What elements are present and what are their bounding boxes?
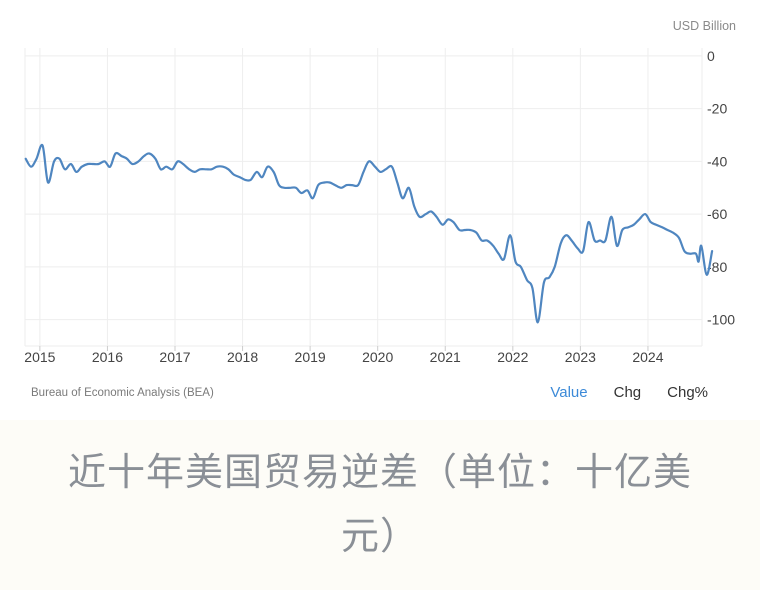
x-tick-label: 2019 [295,349,326,365]
tab-chg-percent[interactable]: Chg% [667,384,708,401]
x-tick-label: 2017 [159,349,190,365]
x-tick-label: 2016 [92,349,123,365]
y-tick-label: -60 [707,206,727,222]
y-tick-label: -80 [707,259,727,275]
y-tick-label: -40 [707,153,727,169]
tab-chg[interactable]: Chg [613,384,642,401]
source-label: Bureau of Economic Analysis (BEA) [31,387,214,399]
y-tick-label: -20 [707,101,727,117]
x-tick-label: 2021 [430,349,461,365]
x-tick-label: 2022 [497,349,528,365]
x-tick-label: 2018 [227,349,258,365]
view-tabs: Value Chg Chg% [550,384,708,401]
y-tick-label: 0 [707,48,715,64]
chart-caption: 近十年美国贸易逆差（单位：十亿美元） [67,450,692,558]
trade-deficit-line-chart: 0-20-40-60-80-100 2015 2016 2017 2018 2019 20… [24,48,735,365]
x-tick-label: 2015 [24,349,55,365]
series-line[interactable] [24,143,714,324]
x-tick-label: 2024 [632,349,663,365]
unit-label: USD Billion [672,19,736,33]
y-axis-ticks: 0 -20 -40 -60 -80 -100 [707,48,735,328]
chart-panel: 0 -20 -40 -60 -80 -100 2015 2016 2017 2018 2019 20… [24,19,736,401]
tab-value[interactable]: Value [550,384,588,401]
chart-grid [24,48,703,347]
y-tick-label: -100 [707,312,735,328]
x-axis-ticks: 2015 2016 2017 2018 2019 2020 2021 2022 2023 2024 [24,346,664,365]
x-tick-label: 2023 [565,349,596,365]
x-tick-label: 2020 [362,349,393,365]
